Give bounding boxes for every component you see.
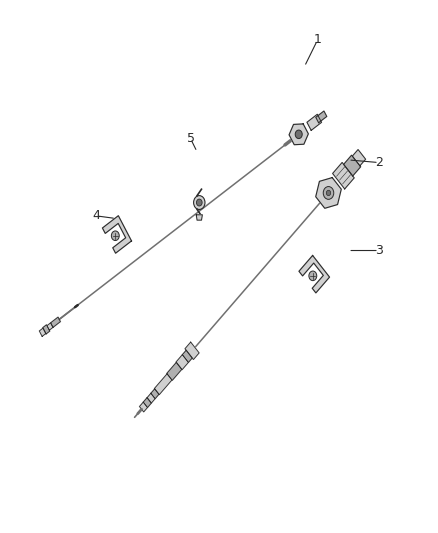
Polygon shape <box>143 398 151 408</box>
Polygon shape <box>289 124 308 144</box>
Polygon shape <box>316 111 327 123</box>
Polygon shape <box>176 354 188 370</box>
Polygon shape <box>151 389 159 399</box>
Polygon shape <box>182 350 192 362</box>
Polygon shape <box>39 328 46 336</box>
Polygon shape <box>299 255 329 293</box>
Polygon shape <box>167 362 182 381</box>
Circle shape <box>326 190 331 196</box>
Polygon shape <box>316 177 341 208</box>
Polygon shape <box>196 215 202 220</box>
Circle shape <box>309 271 317 281</box>
Text: 3: 3 <box>375 244 383 257</box>
Circle shape <box>196 199 202 206</box>
Polygon shape <box>344 155 360 176</box>
Polygon shape <box>47 323 53 330</box>
Polygon shape <box>43 325 50 334</box>
Circle shape <box>323 187 334 199</box>
Polygon shape <box>147 393 155 403</box>
Circle shape <box>111 231 119 240</box>
Circle shape <box>295 130 302 139</box>
Polygon shape <box>51 317 60 327</box>
Polygon shape <box>307 114 321 131</box>
Polygon shape <box>155 374 172 394</box>
Polygon shape <box>352 150 366 166</box>
Text: 1: 1 <box>314 34 321 46</box>
Polygon shape <box>139 402 148 412</box>
Polygon shape <box>102 216 131 253</box>
Text: 2: 2 <box>375 156 383 169</box>
Polygon shape <box>185 342 199 360</box>
Circle shape <box>194 196 205 209</box>
Text: 4: 4 <box>92 209 100 222</box>
Polygon shape <box>332 163 354 189</box>
Text: 5: 5 <box>187 132 194 145</box>
